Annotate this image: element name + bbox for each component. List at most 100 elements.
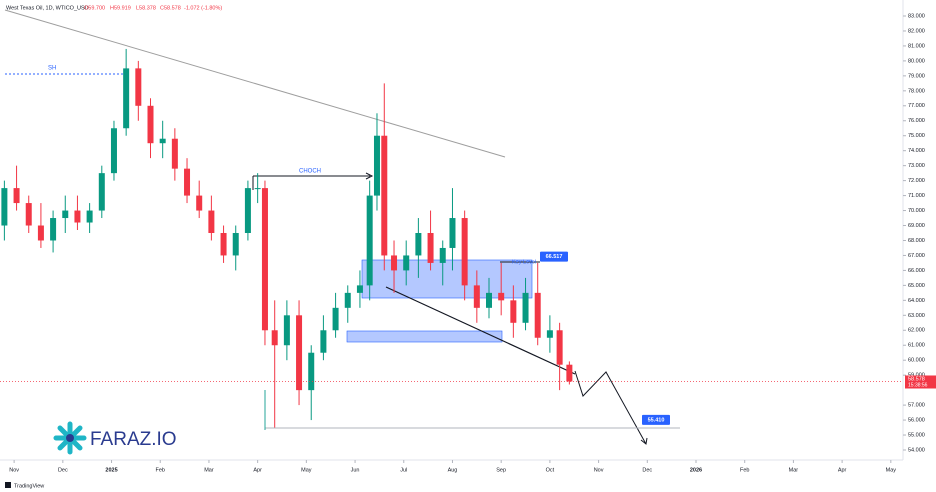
header-open: O59.700 [84, 5, 105, 11]
y-tick-label: 80.000 [908, 58, 925, 64]
y-tick-label: 74.000 [908, 148, 925, 154]
x-tick-label: Jun [351, 467, 360, 473]
candle-body [254, 188, 261, 190]
header-symbol: West Texas Oil, 1D, WTICO_USD [6, 5, 89, 11]
y-tick-label: 69.000 [908, 223, 925, 229]
y-tick-label: 67.000 [908, 253, 925, 259]
candle-body [171, 138, 178, 169]
candle-body [332, 307, 339, 331]
candle-body [184, 168, 191, 196]
header-high: H59.919 [110, 5, 131, 11]
candle-body [196, 195, 203, 211]
candle-body [534, 292, 541, 338]
candle-body [159, 138, 166, 144]
candle-body [415, 233, 422, 256]
candle-body [366, 195, 373, 286]
candle-body [25, 203, 32, 226]
candle-body [283, 315, 290, 346]
x-tick-label: 2026 [690, 467, 702, 473]
y-tick-label: 63.000 [908, 313, 925, 319]
candle-body [50, 218, 57, 241]
x-tick-label: Nov [594, 467, 604, 473]
swing-high-label: SH [48, 66, 56, 72]
candle-body [510, 300, 517, 323]
candle-body [522, 292, 529, 323]
x-tick-label: Aug [448, 467, 458, 473]
y-tick-label: 81.000 [908, 43, 925, 49]
candle-body [1, 188, 8, 226]
candle-body [208, 210, 215, 233]
x-tick-label: Jul [400, 467, 407, 473]
candle-body [473, 285, 480, 308]
candle-body [110, 128, 117, 174]
y-tick-label: 55.000 [908, 432, 925, 438]
trendline [4, 9, 506, 158]
y-tick-label: 54.000 [908, 447, 925, 453]
x-tick-label: Dec [58, 467, 68, 473]
candle-body [271, 330, 278, 346]
key-level-label: Key Level [512, 259, 536, 265]
candle-body [566, 364, 573, 382]
choch-arrow [365, 172, 374, 180]
candle-body [244, 188, 251, 233]
candle-body [439, 247, 446, 263]
watermark-text: FARAZ.IO [90, 429, 177, 450]
candle-body [220, 233, 227, 256]
y-tick-label: 71.000 [908, 193, 925, 199]
x-tick-label: Feb [740, 467, 749, 473]
candle-body [135, 68, 142, 106]
y-tick-label: 68.000 [908, 238, 925, 244]
candle-body [308, 352, 315, 391]
x-tick-label: Apr [253, 467, 262, 473]
x-tick-label: May [886, 467, 897, 473]
x-tick-label: Mar [204, 467, 214, 473]
watermark-logo [53, 421, 87, 455]
candle-body [74, 210, 81, 223]
header-close: C58.578 [160, 5, 181, 11]
candle-body [498, 292, 505, 301]
candle-body [449, 218, 456, 248]
candle-body [147, 105, 154, 144]
header-change: -1.072 (-1.80%) [184, 5, 222, 11]
candle-body [261, 188, 268, 331]
y-tick-label: 78.000 [908, 88, 925, 94]
x-tick-label: Oct [546, 467, 555, 473]
y-tick-label: 65.000 [908, 283, 925, 289]
candle-body [427, 233, 434, 263]
footer-logo [5, 482, 11, 488]
countdown-label: 15:38:56 [908, 382, 928, 388]
y-tick-label: 64.000 [908, 298, 925, 304]
y-tick-label: 79.000 [908, 73, 925, 79]
candle-body [13, 188, 20, 204]
header-low: L58.378 [136, 5, 156, 11]
x-tick-label: Dec [642, 467, 652, 473]
key-level-price: 66.517 [546, 254, 563, 260]
y-tick-label: 72.000 [908, 178, 925, 184]
candle-body [232, 233, 239, 256]
candle-body [556, 330, 563, 365]
x-tick-label: 2025 [105, 467, 117, 473]
x-tick-label: Mar [789, 467, 799, 473]
candle-body [461, 218, 468, 286]
candle-body [391, 255, 398, 271]
x-tick-label: Nov [9, 467, 19, 473]
choch-label: CHOCH [299, 169, 321, 175]
candle-body [98, 173, 105, 211]
last-price-label: 58.578 [908, 376, 925, 382]
y-tick-label: 57.000 [908, 403, 925, 409]
demand-zone [346, 330, 503, 343]
y-tick-label: 73.000 [908, 163, 925, 169]
candle-body [296, 315, 303, 391]
target-callout [642, 414, 670, 425]
candle-body [344, 292, 351, 308]
candle-body [37, 225, 44, 241]
x-tick-label: Sep [496, 467, 506, 473]
y-tick-label: 70.000 [908, 208, 925, 214]
candle-body [320, 330, 327, 353]
candle-body [373, 135, 380, 196]
y-tick-label: 66.000 [908, 268, 925, 274]
projection-path [574, 370, 647, 445]
candle-body [546, 330, 553, 338]
